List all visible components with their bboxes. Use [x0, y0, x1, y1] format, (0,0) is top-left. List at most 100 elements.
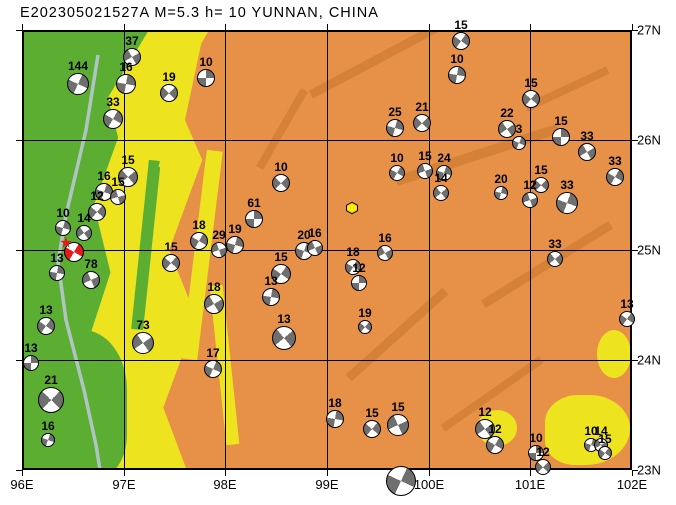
focal-mechanism: [387, 414, 409, 436]
depth-label: 33: [106, 95, 120, 109]
tick: [22, 24, 23, 30]
focal-mechanism: [363, 420, 381, 438]
depth-label: 21: [44, 373, 58, 387]
tick: [225, 24, 226, 30]
focal-mechanism: [528, 445, 544, 461]
focal-mechanism: [606, 168, 624, 186]
depth-label: 18: [207, 280, 221, 294]
depth-label: 15: [418, 149, 432, 163]
depth-label: 18: [346, 245, 360, 259]
station-marker-icon: [346, 201, 358, 215]
depth-label: 73: [136, 318, 150, 332]
focal-mechanism: [76, 225, 92, 241]
focal-mechanism: [204, 360, 222, 378]
focal-mechanism: [433, 185, 449, 201]
depth-label: 13: [620, 297, 634, 311]
focal-mechanism: [436, 165, 452, 181]
depth-label: 13: [39, 303, 53, 317]
focal-mechanism: [55, 220, 71, 236]
tick: [16, 470, 22, 471]
tick: [16, 140, 22, 141]
x-axis-label: 100E: [413, 477, 445, 492]
depth-label: 15: [274, 250, 288, 264]
focal-mechanism: [578, 143, 596, 161]
focal-mechanism: [326, 410, 344, 428]
depth-label: 18: [328, 396, 342, 410]
focal-mechanism: [345, 259, 361, 275]
y-axis-label: 27N: [637, 22, 661, 38]
tick: [124, 24, 125, 30]
depth-label: 10: [390, 151, 404, 165]
focal-mechanism: [23, 355, 39, 371]
tick: [225, 470, 226, 476]
depth-label: 12: [90, 189, 104, 203]
main-event-star-icon: ★: [59, 234, 73, 252]
focal-mechanism: [41, 433, 55, 447]
focal-mechanism: [82, 271, 100, 289]
depth-label: 15: [121, 153, 135, 167]
tick: [16, 250, 22, 251]
focal-mechanism: [38, 387, 64, 413]
focal-mechanism: [389, 165, 405, 181]
focal-mechanism: [262, 288, 280, 306]
tick: [16, 360, 22, 361]
tick: [124, 470, 125, 476]
focal-mechanism: [272, 326, 296, 350]
focal-mechanism: [67, 73, 89, 95]
tick: [530, 24, 531, 30]
depth-label: 10: [199, 55, 213, 69]
focal-mechanism: [123, 48, 141, 66]
focal-mechanism: [386, 466, 416, 496]
depth-label: 15: [598, 432, 612, 446]
focal-mechanism: [116, 74, 136, 94]
focal-mechanism: [522, 90, 540, 108]
tick: [632, 470, 638, 471]
focal-mechanism: [475, 419, 495, 439]
y-axis-label: 25N: [637, 242, 661, 258]
terrain-yellow-patch: [545, 395, 630, 465]
depth-label: 16: [378, 231, 392, 245]
x-axis-label: 99E: [315, 477, 339, 492]
depth-label: 37: [125, 34, 139, 48]
depth-label: 10: [450, 52, 464, 66]
depth-label: 16: [119, 60, 133, 74]
depth-label: 14: [77, 211, 91, 225]
gridline-horizontal: [22, 250, 632, 251]
focal-mechanism: [245, 210, 263, 228]
depth-label: 19: [358, 306, 372, 320]
focal-mechanism: [619, 311, 635, 327]
tick: [530, 470, 531, 476]
focal-mechanism: [535, 459, 551, 475]
depth-label: 33: [608, 154, 622, 168]
river-line: [56, 54, 102, 470]
tick: [429, 470, 430, 476]
focal-mechanism: [547, 251, 563, 267]
depth-label: 15: [391, 400, 405, 414]
x-axis-label: 98E: [213, 477, 237, 492]
focal-mechanism: [377, 245, 393, 261]
focal-mechanism: [522, 192, 538, 208]
focal-mechanism: [552, 128, 570, 146]
tick: [632, 360, 638, 361]
depth-label: 18: [192, 218, 206, 232]
x-axis-label: 97E: [112, 477, 136, 492]
depth-label: 78: [84, 257, 98, 271]
focal-mechanism: [486, 436, 504, 454]
main-event-mechanism: [64, 242, 84, 262]
focal-mechanism: [533, 177, 549, 193]
tick: [632, 30, 638, 31]
depth-label: 20: [297, 228, 311, 242]
depth-label: 21: [415, 100, 429, 114]
x-axis-label: 101E: [514, 477, 546, 492]
tick: [632, 250, 638, 251]
depth-label: 15: [554, 114, 568, 128]
focal-mechanism: [271, 264, 291, 284]
tick: [327, 470, 328, 476]
depth-label: 13: [24, 341, 38, 355]
depth-label: 13: [264, 274, 278, 288]
tick: [22, 470, 23, 476]
focal-mechanism: [204, 294, 224, 314]
depth-label: 12: [488, 422, 502, 436]
